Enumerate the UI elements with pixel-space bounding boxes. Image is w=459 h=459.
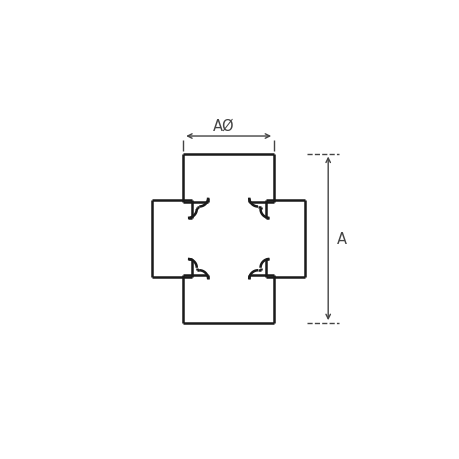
Text: AØ: AØ [212,118,234,133]
Text: A: A [336,231,346,246]
